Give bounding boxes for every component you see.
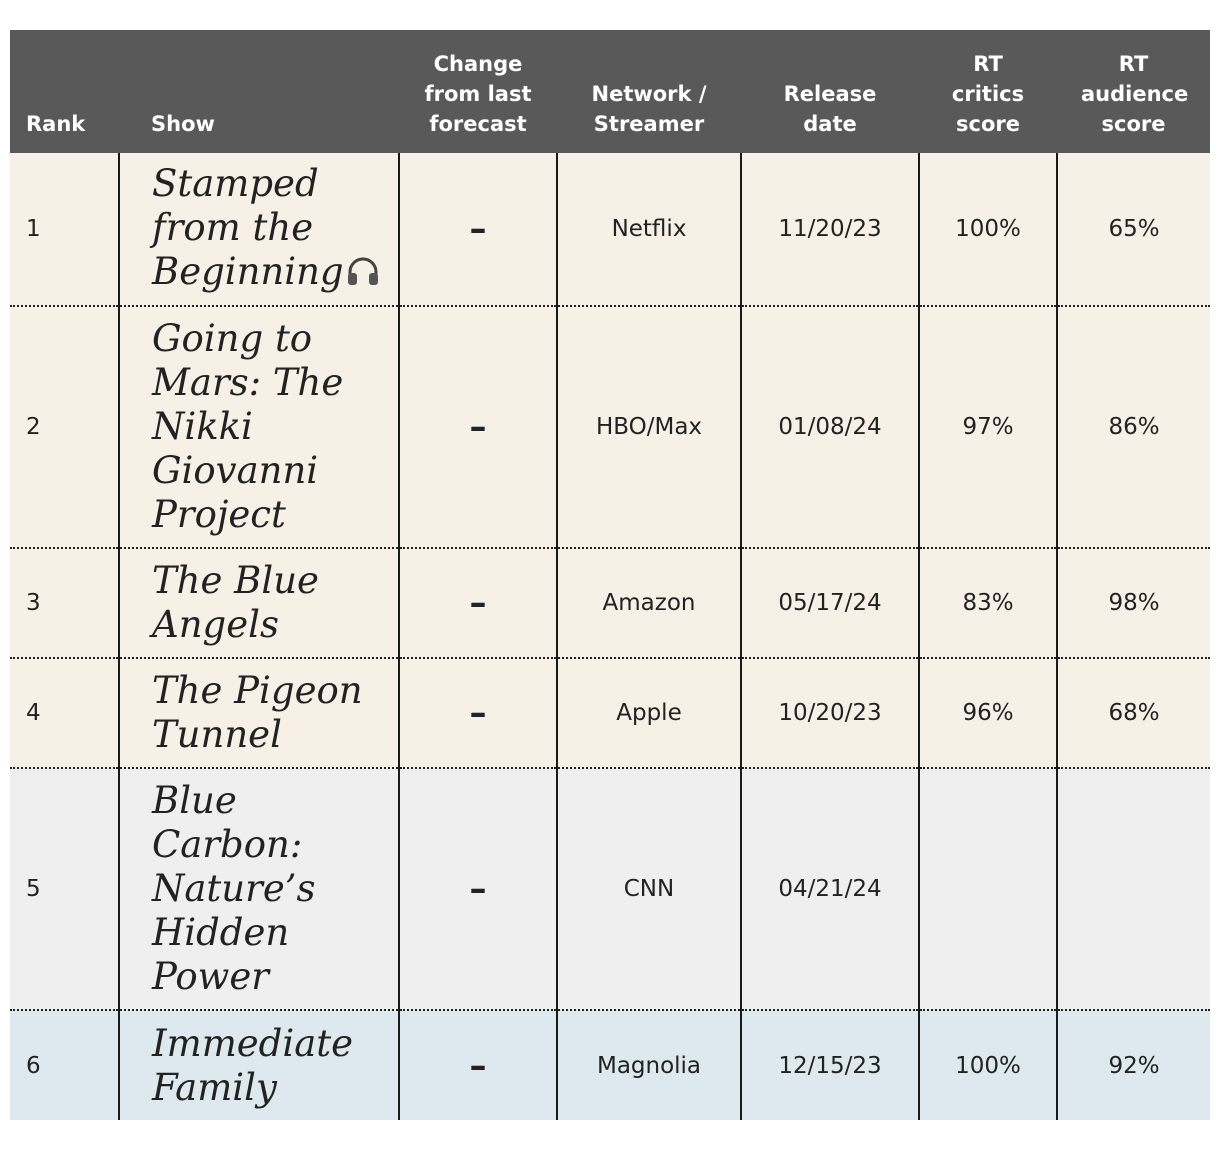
table-row: 3 The Blue Angels – Amazon 05/17/24 83% …	[10, 548, 1210, 659]
audience-cell	[1056, 768, 1210, 1011]
table-row: 1 Stamped from the Beginning – Netflix 1…	[10, 153, 1210, 307]
show-cell: Blue Carbon: Nature’s Hidden Power	[118, 768, 399, 1011]
release-cell: 01/08/24	[740, 306, 919, 549]
show-title: Stamped from the Beginning	[152, 161, 344, 293]
network-cell: Netflix	[556, 153, 741, 307]
release-cell: 04/21/24	[740, 768, 919, 1011]
rank-cell: 6	[10, 1010, 119, 1120]
change-cell: –	[398, 658, 557, 769]
rank-cell: 3	[10, 548, 119, 659]
audience-cell: 65%	[1056, 153, 1210, 307]
release-cell: 10/20/23	[740, 658, 919, 769]
release-cell: 05/17/24	[740, 548, 919, 659]
header-rank: Rank	[10, 30, 119, 153]
table-row: 5 Blue Carbon: Nature’s Hidden Power – C…	[10, 768, 1210, 1011]
headphones-icon	[346, 252, 380, 296]
header-critics: RT critics score	[919, 30, 1057, 153]
show-cell: Immediate Family	[118, 1010, 399, 1120]
change-cell: –	[398, 306, 557, 549]
network-cell: Amazon	[556, 548, 741, 659]
critics-cell: 100%	[918, 153, 1057, 307]
header-release: Release date	[741, 30, 919, 153]
header-show: Show	[119, 30, 399, 153]
audience-cell: 86%	[1056, 306, 1210, 549]
rankings-table: Rank Show Change from last forecast Netw…	[10, 30, 1210, 1120]
table-row: 4 The Pigeon Tunnel – Apple 10/20/23 96%…	[10, 658, 1210, 769]
network-cell: HBO/Max	[556, 306, 741, 549]
network-cell: Apple	[556, 658, 741, 769]
critics-cell	[918, 768, 1057, 1011]
change-cell: –	[398, 548, 557, 659]
rank-cell: 5	[10, 768, 119, 1011]
change-cell: –	[398, 153, 557, 307]
table-row: 2 Going to Mars: The Nikki Giovanni Proj…	[10, 306, 1210, 549]
rank-cell: 4	[10, 658, 119, 769]
critics-cell: 97%	[918, 306, 1057, 549]
audience-cell: 92%	[1056, 1010, 1210, 1120]
table-row: 6 Immediate Family – Magnolia 12/15/23 1…	[10, 1010, 1210, 1120]
network-cell: CNN	[556, 768, 741, 1011]
network-cell: Magnolia	[556, 1010, 741, 1120]
header-change: Change from last forecast	[399, 30, 557, 153]
header-network: Network / Streamer	[557, 30, 741, 153]
audience-cell: 98%	[1056, 548, 1210, 659]
critics-cell: 100%	[918, 1010, 1057, 1120]
header-audience: RT audience score	[1057, 30, 1210, 153]
rankings-table-container: Rank Show Change from last forecast Netw…	[10, 30, 1210, 1120]
show-cell: The Pigeon Tunnel	[118, 658, 399, 769]
change-cell: –	[398, 768, 557, 1011]
show-cell: Going to Mars: The Nikki Giovanni Projec…	[118, 306, 399, 549]
header-row: Rank Show Change from last forecast Netw…	[10, 30, 1210, 153]
release-cell: 12/15/23	[740, 1010, 919, 1120]
rank-cell: 2	[10, 306, 119, 549]
audience-cell: 68%	[1056, 658, 1210, 769]
change-cell: –	[398, 1010, 557, 1120]
show-cell: Stamped from the Beginning	[118, 153, 399, 307]
critics-cell: 83%	[918, 548, 1057, 659]
show-cell: The Blue Angels	[118, 548, 399, 659]
release-cell: 11/20/23	[740, 153, 919, 307]
rank-cell: 1	[10, 153, 119, 307]
critics-cell: 96%	[918, 658, 1057, 769]
